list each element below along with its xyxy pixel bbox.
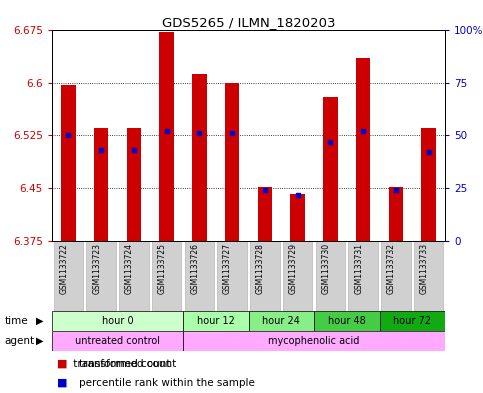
Bar [290, 194, 305, 241]
Bar [323, 97, 338, 241]
Bar [380, 311, 445, 331]
Bar [52, 331, 183, 351]
Bar [159, 32, 174, 241]
Bar [183, 311, 248, 331]
Text: GSM1133727: GSM1133727 [223, 243, 232, 294]
Text: GSM1133725: GSM1133725 [157, 243, 167, 294]
Bar [250, 241, 280, 311]
Bar [283, 241, 313, 311]
Text: GSM1133733: GSM1133733 [420, 243, 428, 294]
Bar [421, 129, 436, 241]
Bar [248, 311, 314, 331]
Text: hour 72: hour 72 [393, 316, 431, 326]
Text: agent: agent [5, 336, 35, 346]
Text: GSM1133724: GSM1133724 [125, 243, 134, 294]
Bar [348, 241, 378, 311]
Text: time: time [5, 316, 28, 326]
Text: GSM1133723: GSM1133723 [92, 243, 101, 294]
Bar [86, 241, 116, 311]
Text: GSM1133726: GSM1133726 [190, 243, 199, 294]
Bar [257, 187, 272, 241]
Bar [356, 58, 370, 241]
Bar [388, 187, 403, 241]
Text: ▶: ▶ [36, 336, 44, 346]
Text: GSM1133730: GSM1133730 [321, 243, 330, 294]
Text: ■: ■ [57, 378, 67, 387]
Text: hour 12: hour 12 [197, 316, 235, 326]
Bar [381, 241, 411, 311]
Bar [217, 241, 247, 311]
Bar [61, 85, 76, 241]
Text: hour 24: hour 24 [262, 316, 300, 326]
Bar [414, 241, 443, 311]
Bar [315, 241, 345, 311]
Bar [52, 311, 183, 331]
Bar [127, 129, 141, 241]
Text: transformed count: transformed count [79, 358, 176, 369]
Bar [152, 241, 181, 311]
Bar [192, 74, 207, 241]
Text: hour 0: hour 0 [102, 316, 133, 326]
Text: ■  transformed count: ■ transformed count [57, 358, 170, 369]
Text: GSM1133732: GSM1133732 [387, 243, 396, 294]
Bar [185, 241, 214, 311]
Text: ■: ■ [57, 358, 67, 369]
Text: hour 48: hour 48 [328, 316, 366, 326]
Bar [183, 331, 445, 351]
Text: mycophenolic acid: mycophenolic acid [269, 336, 360, 346]
Bar [94, 129, 109, 241]
Bar [314, 311, 380, 331]
Bar [225, 83, 240, 241]
Bar [119, 241, 149, 311]
Text: percentile rank within the sample: percentile rank within the sample [79, 378, 255, 387]
Text: ▶: ▶ [36, 316, 44, 326]
Bar [54, 241, 83, 311]
Text: GSM1133722: GSM1133722 [59, 243, 69, 294]
Text: untreated control: untreated control [75, 336, 160, 346]
Text: GSM1133728: GSM1133728 [256, 243, 265, 294]
Text: GSM1133731: GSM1133731 [354, 243, 363, 294]
Title: GDS5265 / ILMN_1820203: GDS5265 / ILMN_1820203 [162, 16, 335, 29]
Text: GSM1133729: GSM1133729 [289, 243, 298, 294]
